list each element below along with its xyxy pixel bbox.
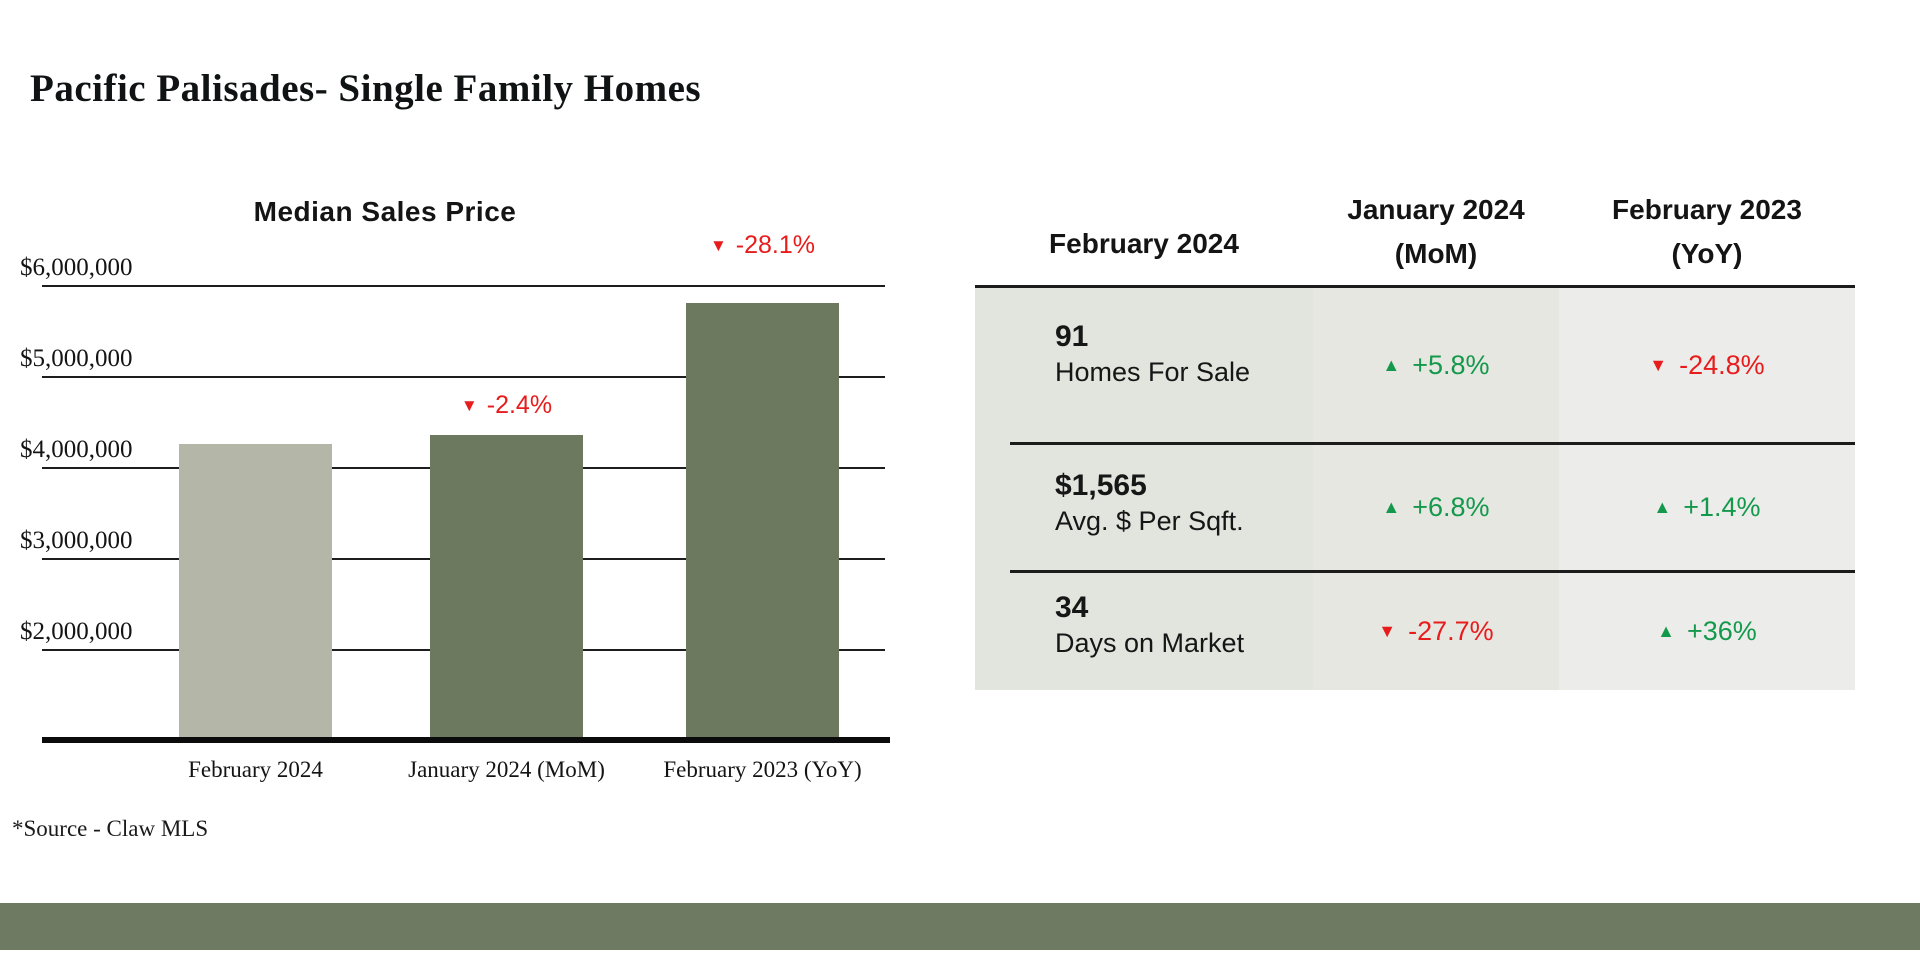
change-text: -24.8%	[1679, 350, 1765, 380]
y-tick-label: $3,000,000	[20, 527, 133, 554]
bar-change-annotation: ▼ -28.1%	[653, 231, 873, 260]
up-arrow-icon: ▲	[1382, 496, 1401, 517]
x-axis-label: February 2023 (YoY)	[663, 757, 862, 782]
annotation-text: -2.4%	[486, 391, 553, 420]
table-column-bg-2	[1313, 287, 1559, 690]
chart-title: Median Sales Price	[253, 196, 517, 227]
table-row-separator-2	[1010, 570, 1855, 573]
annotation-text: -28.1%	[735, 231, 816, 260]
table-header-line: (YoY)	[1671, 238, 1743, 269]
down-arrow-icon: ▼	[1378, 620, 1397, 641]
y-tick-label: $5,000,000	[20, 345, 133, 372]
metric-value: 91	[1055, 320, 1089, 353]
metric-label: Days on Market	[1055, 628, 1245, 658]
bar-February 2024	[179, 444, 332, 740]
change-text: +5.8%	[1412, 350, 1490, 380]
footer-bar	[0, 903, 1920, 950]
table-header-line: February 2024	[1049, 228, 1239, 259]
table-header-line: January 2024	[1347, 194, 1525, 225]
down-arrow-icon: ▼	[1649, 355, 1668, 375]
y-tick-label: $2,000,000	[20, 618, 133, 645]
x-axis-label: January 2024 (MoM)	[408, 757, 605, 782]
metric-cell-Homes For Sale: 91 Homes For Sale	[1055, 319, 1315, 389]
change-text: +36%	[1687, 615, 1757, 646]
table-header-2: January 2024 (MoM)	[1313, 186, 1559, 278]
gridline-$5,000,000	[42, 376, 885, 378]
down-arrow-icon: ▼	[709, 236, 727, 256]
mom-change-cell: ▼ -27.7%	[1313, 572, 1559, 690]
bar-January 2024 (MoM)	[430, 435, 583, 740]
metric-value: $1,565	[1055, 469, 1147, 502]
y-tick-label: $4,000,000	[20, 436, 133, 463]
mom-change-cell: ▲ +6.8%	[1313, 444, 1559, 570]
up-arrow-icon: ▲	[1653, 496, 1672, 517]
metric-cell-Avg. $ Per Sqft.: $1,565 Avg. $ Per Sqft.	[1055, 468, 1315, 538]
table-column-bg-3	[1559, 287, 1855, 690]
mom-change-cell: ▲ +5.8%	[1313, 289, 1559, 442]
gridline-$6,000,000	[42, 285, 885, 287]
table-header-3: February 2023 (YoY)	[1559, 186, 1855, 278]
change-text: +6.8%	[1412, 491, 1490, 522]
up-arrow-icon: ▲	[1382, 355, 1401, 375]
source-note: *Source - Claw MLS	[12, 816, 209, 841]
metric-label: Avg. $ Per Sqft.	[1055, 506, 1244, 536]
table-row-separator-1	[1010, 442, 1855, 445]
table-header-line: February 2023	[1612, 194, 1802, 225]
metric-label: Homes For Sale	[1055, 357, 1251, 387]
metric-cell-Days on Market: 34 Days on Market	[1055, 590, 1315, 660]
bar-change-annotation: ▼ -2.4%	[397, 391, 617, 420]
table-header-line: (MoM)	[1394, 238, 1478, 269]
up-arrow-icon: ▲	[1657, 620, 1675, 641]
metric-value: 34	[1055, 591, 1089, 624]
down-arrow-icon: ▼	[460, 396, 478, 416]
change-text: +1.4%	[1683, 491, 1761, 522]
x-axis-label: February 2024	[188, 757, 323, 782]
table-top-border	[975, 285, 1855, 288]
yoy-change-cell: ▲ +1.4%	[1559, 444, 1855, 570]
change-text: -27.7%	[1408, 615, 1494, 646]
bar-February 2023 (YoY)	[686, 303, 839, 740]
yoy-change-cell: ▲ +36%	[1559, 572, 1855, 690]
table-column-bg-1	[975, 287, 1313, 690]
page-title: Pacific Palisades- Single Family Homes	[30, 67, 702, 110]
yoy-change-cell: ▼ -24.8%	[1559, 289, 1855, 442]
chart-x-axis-line	[42, 737, 890, 743]
y-tick-label: $6,000,000	[20, 254, 133, 281]
table-header-1: February 2024	[975, 198, 1313, 290]
